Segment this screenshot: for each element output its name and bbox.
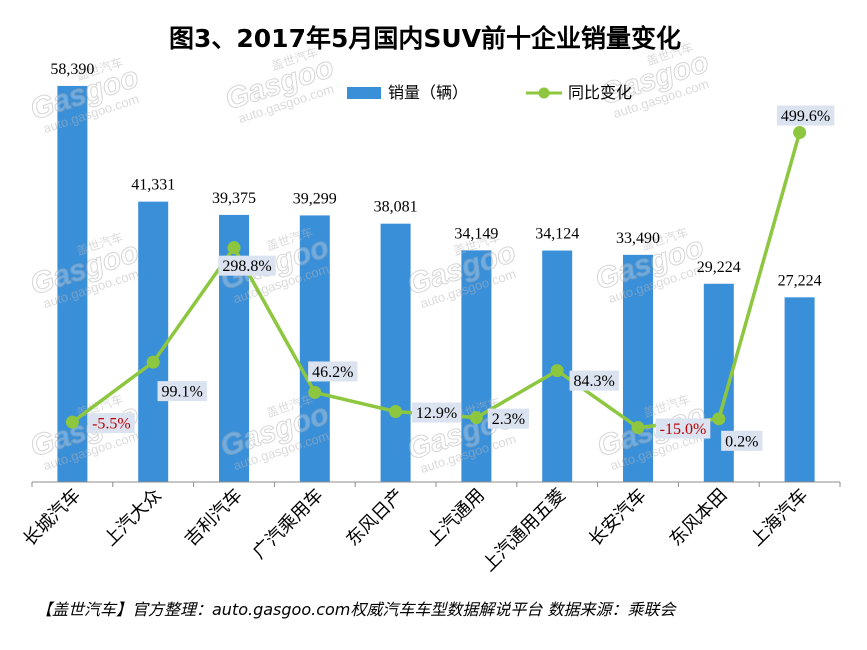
bar (784, 297, 815, 482)
yoy-label-box (157, 381, 207, 402)
yoy-label-text: 12.9% (416, 405, 457, 422)
legend-label-sales: 销量（辆） (388, 83, 469, 102)
bar-value-label: 39,375 (212, 190, 256, 207)
yoy-value-label: -5.5% (88, 413, 135, 434)
yoy-value-label: 46.2% (308, 361, 358, 382)
yoy-marker (712, 412, 726, 426)
chart-title: 图3、2017年5月国内SUV前十企业销量变化 (168, 24, 682, 53)
yoy-value-label: 499.6% (776, 105, 835, 126)
yoy-label-box (776, 105, 835, 126)
yoy-markers (65, 126, 807, 435)
yoy-value-label: 0.2% (721, 430, 763, 451)
bar (138, 201, 169, 482)
yoy-value-label: 99.1% (157, 381, 207, 402)
x-tick-label: 上汽通用五菱 (479, 485, 570, 576)
x-tick-label: 上汽大众 (100, 485, 166, 551)
yoy-marker (308, 385, 322, 399)
yoy-marker (631, 421, 645, 435)
bar (461, 250, 492, 482)
yoy-value-label: 2.3% (487, 408, 530, 429)
yoy-label-text: 2.3% (492, 411, 525, 428)
yoy-label-box (655, 418, 711, 439)
yoy-label-text: -15.0% (660, 421, 707, 438)
x-tick-label: 长城汽车 (19, 485, 85, 551)
yoy-value-label: -15.0% (655, 418, 711, 439)
x-tick-label: 东风日产 (342, 485, 408, 551)
bar-value-label: 29,224 (697, 259, 741, 276)
yoy-marker (550, 364, 564, 378)
bar-value-label: 34,124 (535, 226, 579, 243)
bar-value-label: 34,149 (454, 225, 498, 242)
yoy-value-label: 298.8% (218, 255, 276, 276)
bar-series (57, 85, 815, 482)
yoy-label-text: 0.2% (725, 433, 758, 450)
bar-value-labels: 58,390 41,331 39,375 39,299 38,081 34,149 34,1… (50, 61, 821, 289)
source-footer: 【盖世汽车】官方整理：auto.gasgoo.com权威汽车车型数据解说平台 数… (36, 600, 676, 619)
bar (380, 223, 411, 482)
x-axis: 长城汽车 上汽大众 吉利汽车 广汽乘用车 东风日产 上汽通用上汽通用五菱 长安汽车 东风本田上… (19, 481, 841, 576)
yoy-label-box (411, 402, 462, 423)
yoy-label-text: 298.8% (222, 258, 271, 275)
yoy-value-label: 84.3% (569, 370, 619, 391)
yoy-label-box (88, 413, 135, 434)
yoy-marker (65, 415, 79, 429)
yoy-label-text: -5.5% (92, 416, 131, 433)
x-tick-label: 广汽乘用车 (249, 485, 327, 563)
bar (623, 254, 653, 482)
yoy-label-text: 84.3% (574, 373, 615, 390)
bar-value-label: 41,331 (131, 177, 175, 194)
x-tick-label: 吉利汽车 (181, 485, 247, 551)
yoy-value-labels: -5.5% 99.1% 298.8% 46.2% 12.9% 2.3% 84.3% -15.0… (88, 105, 835, 451)
bar-value-label: 39,299 (293, 190, 337, 207)
yoy-label-text: 499.6% (781, 108, 830, 125)
bar-value-label: 33,490 (616, 230, 660, 247)
x-tick-label: 上海汽车 (746, 485, 812, 551)
bar-value-label: 27,224 (778, 272, 822, 289)
x-tick-label: 上汽通用 (423, 485, 489, 551)
yoy-marker (793, 126, 807, 140)
yoy-label-box (218, 255, 276, 276)
legend-label-yoy: 同比变化 (568, 83, 633, 102)
bar-value-label: 38,081 (374, 199, 418, 216)
yoy-marker (227, 241, 241, 255)
bar-value-label: 58,390 (50, 61, 94, 78)
yoy-label-box (308, 361, 358, 382)
yoy-marker (469, 411, 483, 425)
yoy-label-box (569, 370, 619, 391)
yoy-label-box (487, 408, 530, 429)
yoy-marker (389, 405, 403, 419)
legend-line-swatch (526, 87, 562, 99)
legend-marker (538, 87, 550, 99)
yoy-label-text: 99.1% (162, 384, 203, 401)
x-tick-label: 长安汽车 (585, 485, 651, 551)
yoy-label-text: 46.2% (312, 364, 353, 381)
legend-bar-swatch (347, 87, 381, 99)
yoy-marker (146, 355, 160, 369)
bar (299, 215, 330, 482)
x-tick-label: 东风本田 (666, 485, 732, 551)
yoy-value-label: 12.9% (411, 402, 462, 423)
yoy-label-box (721, 430, 763, 451)
